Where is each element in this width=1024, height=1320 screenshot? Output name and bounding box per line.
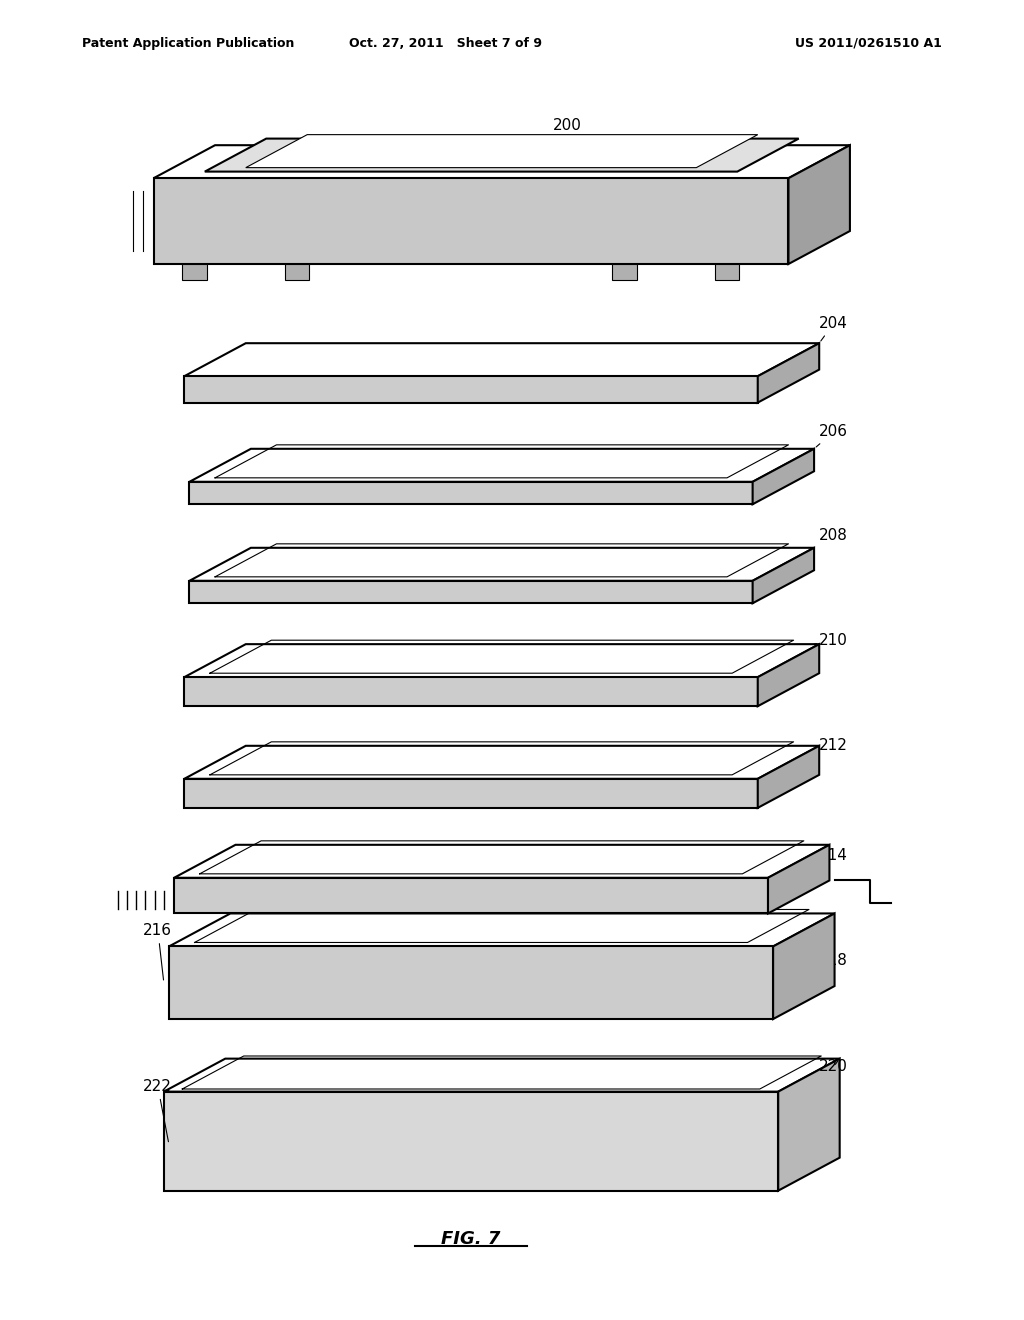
Text: FIG. 7: FIG. 7 <box>441 1230 501 1249</box>
Text: Patent Application Publication: Patent Application Publication <box>82 37 294 50</box>
Polygon shape <box>205 139 799 172</box>
Text: 222: 222 <box>143 1078 172 1142</box>
Polygon shape <box>788 145 850 264</box>
Polygon shape <box>189 548 814 581</box>
Polygon shape <box>758 644 819 706</box>
Polygon shape <box>169 913 835 946</box>
Text: 204: 204 <box>819 315 848 341</box>
Text: 206: 206 <box>816 424 848 447</box>
Polygon shape <box>164 1059 840 1092</box>
Polygon shape <box>184 376 758 403</box>
Text: 212: 212 <box>814 738 848 754</box>
Polygon shape <box>154 178 788 264</box>
Polygon shape <box>612 264 637 280</box>
Polygon shape <box>184 779 758 808</box>
Polygon shape <box>174 845 829 878</box>
Polygon shape <box>184 343 819 376</box>
Text: 208: 208 <box>814 528 848 548</box>
Polygon shape <box>184 677 758 706</box>
Polygon shape <box>778 1059 840 1191</box>
Polygon shape <box>773 913 835 1019</box>
Polygon shape <box>768 845 829 913</box>
Polygon shape <box>758 343 819 403</box>
Polygon shape <box>184 746 819 779</box>
Polygon shape <box>753 548 814 603</box>
Polygon shape <box>189 482 753 504</box>
Polygon shape <box>189 449 814 482</box>
Polygon shape <box>715 264 739 280</box>
Text: 200: 200 <box>524 117 582 150</box>
Polygon shape <box>285 264 309 280</box>
Text: 214: 214 <box>819 845 848 863</box>
Text: US 2011/0261510 A1: US 2011/0261510 A1 <box>796 37 942 50</box>
Polygon shape <box>189 581 753 603</box>
Polygon shape <box>758 746 819 808</box>
Text: 216: 216 <box>143 923 172 979</box>
Polygon shape <box>174 878 768 913</box>
Polygon shape <box>164 1092 778 1191</box>
Polygon shape <box>184 644 819 677</box>
Text: 202: 202 <box>819 145 849 182</box>
Text: 220: 220 <box>819 1059 848 1074</box>
Polygon shape <box>154 145 850 178</box>
Text: 218: 218 <box>819 953 848 977</box>
Text: 210: 210 <box>814 632 848 648</box>
Text: Oct. 27, 2011   Sheet 7 of 9: Oct. 27, 2011 Sheet 7 of 9 <box>349 37 542 50</box>
Polygon shape <box>753 449 814 504</box>
Polygon shape <box>169 946 773 1019</box>
Polygon shape <box>182 264 207 280</box>
Polygon shape <box>246 135 758 168</box>
